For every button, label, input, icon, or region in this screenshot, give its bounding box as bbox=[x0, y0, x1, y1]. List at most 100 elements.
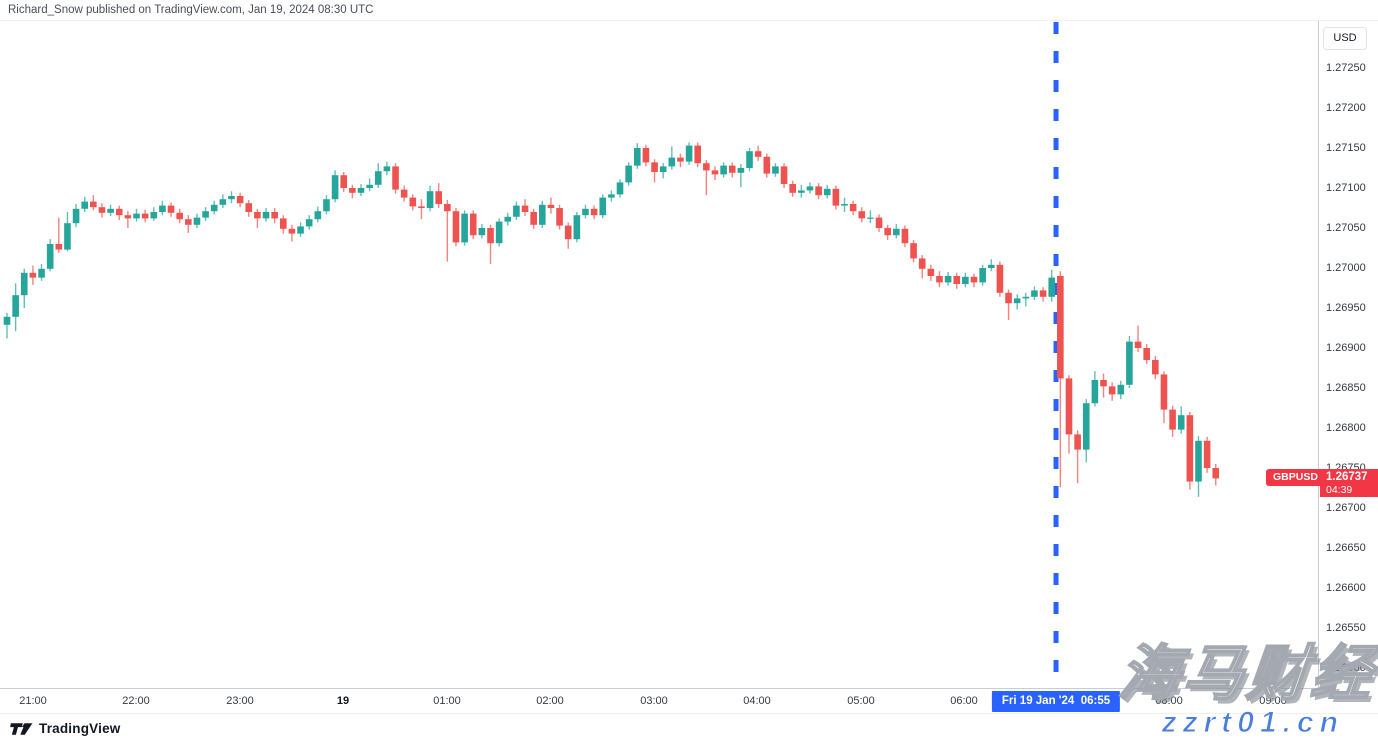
candle-23:55 bbox=[331, 170, 339, 203]
candle-20:50 bbox=[12, 283, 19, 332]
candle-07:40 bbox=[1134, 325, 1142, 352]
candle-23:05 bbox=[245, 200, 253, 217]
time-tick-label: 02:00 bbox=[536, 695, 564, 707]
candle-06:30 bbox=[1013, 294, 1021, 310]
price-tick-label: 1.26500 bbox=[1326, 662, 1366, 674]
candle-06:20 bbox=[996, 261, 1004, 297]
candle-02:05 bbox=[556, 204, 563, 230]
candle-21:50 bbox=[115, 205, 123, 220]
candle-20:45 bbox=[3, 312, 11, 339]
price-tick-label: 1.26650 bbox=[1326, 542, 1366, 554]
candle-05:20 bbox=[893, 224, 900, 239]
candle-07:00 bbox=[1065, 375, 1073, 454]
candle-01:10 bbox=[461, 210, 468, 246]
candle-05:55 bbox=[953, 272, 961, 289]
candle-22:20 bbox=[167, 202, 175, 217]
time-tick-label: 23:00 bbox=[226, 695, 254, 707]
candle-04:45 bbox=[832, 185, 840, 210]
candle-05:50 bbox=[944, 272, 952, 286]
candle-06:25 bbox=[1005, 289, 1012, 320]
time-tick-label: 22:00 bbox=[122, 695, 150, 707]
candle-05:10 bbox=[875, 214, 883, 232]
symbol-badge: GBPUSD bbox=[1266, 469, 1325, 486]
candle-22:25 bbox=[176, 208, 183, 224]
candle-01:40 bbox=[513, 201, 520, 220]
price-tick-label: 1.27000 bbox=[1326, 262, 1366, 274]
candle-08:05 bbox=[1177, 406, 1185, 434]
time-tick-label: 21:00 bbox=[19, 695, 47, 707]
price-tick-label: 1.26900 bbox=[1326, 342, 1366, 354]
candle-08:25 bbox=[1212, 464, 1220, 486]
price-tick-label: 1.27100 bbox=[1326, 182, 1366, 194]
candle-00:40 bbox=[409, 194, 417, 211]
candle-22:50 bbox=[219, 194, 227, 208]
candle-22:10 bbox=[150, 207, 158, 221]
candle-03:00 bbox=[651, 159, 658, 183]
candle-07:35 bbox=[1126, 336, 1133, 388]
price-axis[interactable]: USD 1.27250 1.27200 1.27150 1.27100 1.27050 1… bbox=[1318, 21, 1378, 688]
candle-04:35 bbox=[815, 183, 822, 200]
candle-04:25 bbox=[798, 184, 805, 198]
candle-04:00 bbox=[754, 145, 762, 161]
candle-02:15 bbox=[573, 212, 581, 243]
candle-03:45 bbox=[728, 162, 736, 178]
candle-01:50 bbox=[530, 208, 537, 229]
time-tick-label: 04:00 bbox=[743, 695, 771, 707]
candle-00:35 bbox=[400, 185, 408, 202]
candle-05:40 bbox=[927, 264, 935, 281]
candle-03:35 bbox=[711, 166, 719, 180]
candle-01:05 bbox=[452, 208, 460, 247]
candle-04:30 bbox=[806, 182, 814, 194]
time-tick-label: 19 bbox=[336, 695, 350, 707]
candle-07:55 bbox=[1160, 371, 1168, 424]
price-tick-label: 1.26600 bbox=[1326, 582, 1366, 594]
candle-04:15 bbox=[780, 163, 788, 188]
event-time-badge: Fri 19 Jan '24 06:55 bbox=[991, 691, 1121, 712]
candle-23:30 bbox=[288, 224, 296, 242]
bar-countdown: 04:39 bbox=[1326, 484, 1353, 496]
candle-21:25 bbox=[72, 204, 80, 228]
candle-00:55 bbox=[435, 183, 442, 208]
candle-07:05 bbox=[1074, 430, 1081, 484]
last-price-badge: 1.26737 04:39 bbox=[1320, 469, 1378, 497]
candle-00:30 bbox=[392, 163, 399, 194]
candle-04:55 bbox=[849, 200, 857, 216]
currency-usd-button[interactable]: USD bbox=[1323, 27, 1367, 50]
candle-23:25 bbox=[279, 215, 287, 234]
candle-05:00 bbox=[858, 207, 866, 223]
candle-01:35 bbox=[504, 212, 512, 226]
candle-23:00 bbox=[236, 192, 244, 208]
price-tick-label: 1.27050 bbox=[1326, 222, 1366, 234]
candle-00:25 bbox=[383, 161, 391, 176]
candle-22:15 bbox=[159, 200, 166, 216]
candle-21:55 bbox=[124, 211, 132, 228]
candle-01:25 bbox=[487, 224, 494, 264]
candle-23:40 bbox=[305, 215, 313, 230]
time-axis[interactable]: 21:00 22:00 23:00 19 01:00 02:00 03:00 04:00 05:… bbox=[0, 688, 1318, 713]
candle-01:30 bbox=[495, 218, 503, 247]
candle-03:10 bbox=[668, 146, 676, 170]
candle-00:00 bbox=[340, 172, 348, 192]
candle-01:20 bbox=[478, 224, 486, 239]
time-tick-label: 03:00 bbox=[640, 695, 668, 707]
candle-21:20 bbox=[64, 212, 71, 252]
candle-02:45 bbox=[625, 162, 632, 186]
candle-03:50 bbox=[737, 164, 745, 188]
candle-00:05 bbox=[349, 184, 356, 199]
candle-01:00 bbox=[444, 200, 451, 262]
price-tick-label: 1.26700 bbox=[1326, 502, 1366, 514]
candle-21:35 bbox=[90, 195, 97, 211]
candle-07:50 bbox=[1152, 356, 1159, 380]
tradingview-logo[interactable]: TradingView bbox=[10, 721, 120, 736]
candle-23:35 bbox=[297, 222, 304, 237]
candle-21:00 bbox=[29, 265, 37, 285]
candle-06:10 bbox=[979, 264, 986, 286]
candle-05:15 bbox=[884, 224, 891, 240]
candle-04:40 bbox=[823, 184, 831, 199]
candle-03:30 bbox=[703, 160, 710, 196]
candle-07:45 bbox=[1143, 344, 1150, 364]
candle-04:50 bbox=[841, 197, 848, 212]
candle-07:15 bbox=[1091, 371, 1099, 407]
